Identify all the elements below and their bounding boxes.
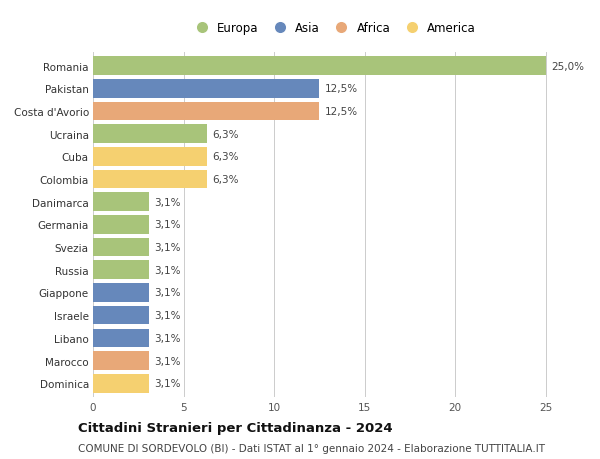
- Bar: [93, 216, 149, 234]
- Bar: [93, 193, 149, 212]
- Bar: [93, 374, 149, 393]
- Text: 3,1%: 3,1%: [155, 356, 181, 366]
- Text: 3,1%: 3,1%: [155, 379, 181, 388]
- Text: 3,1%: 3,1%: [155, 220, 181, 230]
- Bar: [93, 284, 149, 302]
- Text: 3,1%: 3,1%: [155, 288, 181, 298]
- Text: 12,5%: 12,5%: [325, 106, 358, 117]
- Bar: [93, 261, 149, 280]
- Text: 6,3%: 6,3%: [212, 129, 239, 140]
- Text: 3,1%: 3,1%: [155, 310, 181, 320]
- Text: 3,1%: 3,1%: [155, 333, 181, 343]
- Bar: [93, 306, 149, 325]
- Text: 6,3%: 6,3%: [212, 152, 239, 162]
- Bar: [93, 329, 149, 347]
- Legend: Europa, Asia, Africa, America: Europa, Asia, Africa, America: [185, 17, 481, 40]
- Text: 3,1%: 3,1%: [155, 197, 181, 207]
- Text: COMUNE DI SORDEVOLO (BI) - Dati ISTAT al 1° gennaio 2024 - Elaborazione TUTTITAL: COMUNE DI SORDEVOLO (BI) - Dati ISTAT al…: [78, 443, 545, 453]
- Bar: [93, 170, 207, 189]
- Text: 3,1%: 3,1%: [155, 265, 181, 275]
- Bar: [93, 238, 149, 257]
- Text: 12,5%: 12,5%: [325, 84, 358, 94]
- Bar: [93, 352, 149, 370]
- Bar: [93, 148, 207, 166]
- Text: 6,3%: 6,3%: [212, 174, 239, 185]
- Bar: [93, 125, 207, 144]
- Text: Cittadini Stranieri per Cittadinanza - 2024: Cittadini Stranieri per Cittadinanza - 2…: [78, 421, 392, 434]
- Text: 25,0%: 25,0%: [551, 62, 584, 71]
- Bar: [93, 57, 546, 76]
- Text: 3,1%: 3,1%: [155, 242, 181, 252]
- Bar: [93, 80, 319, 98]
- Bar: [93, 102, 319, 121]
